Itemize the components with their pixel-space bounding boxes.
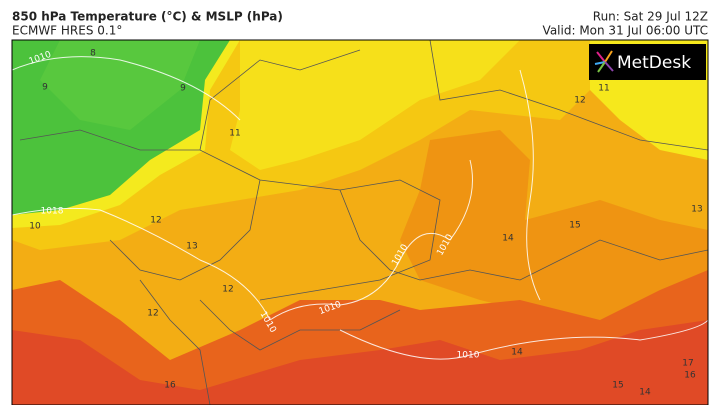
temperature-label: 15	[569, 221, 580, 231]
temperature-label: 11	[598, 84, 609, 94]
temperature-label: 10	[29, 222, 41, 232]
model: ECMWF HRES 0.1°	[12, 24, 122, 38]
title: 850 hPa Temperature (°C) & MSLP (hPa)	[12, 10, 283, 24]
temperature-label: 11	[229, 129, 240, 139]
temperature-label: 12	[147, 309, 158, 319]
logo-text: MetDesk	[617, 53, 691, 73]
temperature-label: 14	[502, 234, 514, 244]
temperature-label: 13	[691, 205, 702, 215]
temperature-label: 9	[180, 84, 186, 94]
run-time: Run: Sat 29 Jul 12Z	[593, 10, 708, 24]
valid-time: Valid: Mon 31 Jul 06:00 UTC	[543, 24, 708, 38]
temperature-label: 9	[42, 83, 48, 93]
temperature-label: 13	[186, 242, 197, 252]
temperature-label: 14	[639, 388, 651, 398]
map-frame	[11, 39, 709, 405]
isobar-label: 1010	[457, 351, 480, 361]
temperature-label: 12	[222, 285, 233, 295]
temperature-label: 12	[150, 216, 161, 226]
temperature-label: 17	[682, 359, 693, 369]
logo: MetDesk	[589, 44, 706, 80]
temperature-label: 12	[574, 96, 585, 106]
map	[12, 40, 708, 405]
temperature-label: 14	[511, 348, 523, 358]
temperature-label: 8	[90, 49, 96, 59]
temperature-label: 15	[612, 381, 623, 391]
temperature-label: 16	[684, 371, 696, 381]
isobar-label: 1018	[41, 207, 64, 217]
temperature-label: 16	[164, 381, 176, 391]
